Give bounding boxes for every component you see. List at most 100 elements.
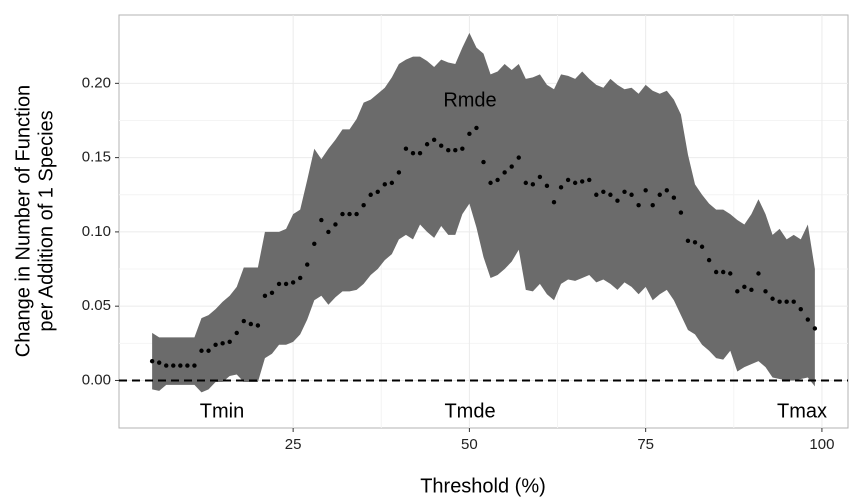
point [657, 192, 662, 197]
point [537, 174, 543, 180]
point [333, 222, 338, 227]
point [587, 177, 592, 183]
point [615, 198, 620, 203]
point [685, 238, 691, 244]
point [368, 192, 373, 197]
point [805, 317, 811, 322]
point [784, 299, 789, 304]
point [572, 180, 578, 186]
point [516, 155, 521, 160]
point [756, 271, 761, 276]
point [248, 321, 254, 327]
y-tick-label: 0.10 [82, 223, 111, 240]
point [692, 240, 698, 245]
point [276, 281, 282, 287]
point [713, 269, 719, 275]
point [354, 211, 359, 217]
point [164, 363, 169, 368]
point [312, 241, 317, 246]
point [297, 275, 303, 281]
point [643, 188, 648, 193]
annotation: Tmax [777, 400, 827, 422]
point [227, 339, 232, 345]
point [178, 363, 183, 368]
y-tick-label: 0.05 [82, 297, 111, 314]
point [403, 146, 409, 151]
point [199, 348, 204, 353]
point [460, 146, 465, 151]
point [636, 202, 641, 208]
annotation: Rmde [443, 89, 496, 111]
y-axis-label: per Addition of 1 Species [35, 110, 57, 331]
point [594, 192, 599, 197]
point [269, 290, 275, 296]
point [424, 142, 430, 147]
point [417, 150, 423, 156]
point [742, 284, 747, 290]
point [770, 296, 775, 301]
point [213, 342, 218, 348]
point [664, 188, 670, 193]
point [488, 180, 493, 186]
point [812, 326, 818, 331]
point [234, 330, 239, 336]
point [262, 293, 268, 298]
point [735, 289, 740, 294]
point [749, 287, 754, 293]
point [763, 289, 768, 294]
point [558, 185, 564, 190]
point [622, 189, 627, 194]
point [467, 131, 472, 137]
point [340, 211, 345, 217]
point [326, 229, 331, 235]
point [601, 189, 606, 194]
point [671, 195, 677, 200]
point [319, 217, 324, 223]
point [446, 147, 451, 153]
point [375, 189, 380, 194]
point [431, 137, 437, 142]
point [453, 147, 458, 153]
point [389, 180, 395, 186]
point [530, 182, 536, 187]
point [798, 306, 803, 312]
point [382, 182, 387, 187]
point [185, 363, 190, 368]
point [396, 170, 402, 175]
y-tick-label: 0.15 [82, 149, 111, 166]
x-tick-label: 75 [637, 436, 654, 453]
confidence-ribbon [152, 32, 815, 393]
point [629, 192, 634, 197]
point [474, 125, 479, 131]
point [650, 202, 655, 208]
point [495, 177, 500, 183]
x-tick-label: 50 [461, 436, 478, 453]
point [699, 244, 705, 249]
point [149, 358, 155, 364]
point [241, 318, 246, 324]
point [171, 363, 176, 368]
point [347, 211, 352, 217]
point [544, 183, 550, 189]
point [509, 164, 514, 169]
point [565, 177, 571, 183]
point [361, 202, 366, 208]
point [608, 192, 613, 197]
point [777, 299, 782, 304]
y-tick-label: 0.20 [82, 74, 111, 91]
point [290, 280, 296, 285]
point [678, 210, 684, 215]
point [502, 170, 507, 175]
point [255, 323, 261, 328]
point [192, 363, 197, 368]
point [206, 348, 211, 353]
point [156, 360, 162, 365]
point [523, 180, 529, 186]
point [283, 281, 289, 287]
x-axis-label: Threshold (%) [420, 475, 546, 497]
point [438, 143, 444, 148]
point [220, 341, 225, 346]
y-tick-label: 0.00 [82, 371, 111, 388]
y-axis-label: Change in Number of Function [12, 85, 34, 357]
